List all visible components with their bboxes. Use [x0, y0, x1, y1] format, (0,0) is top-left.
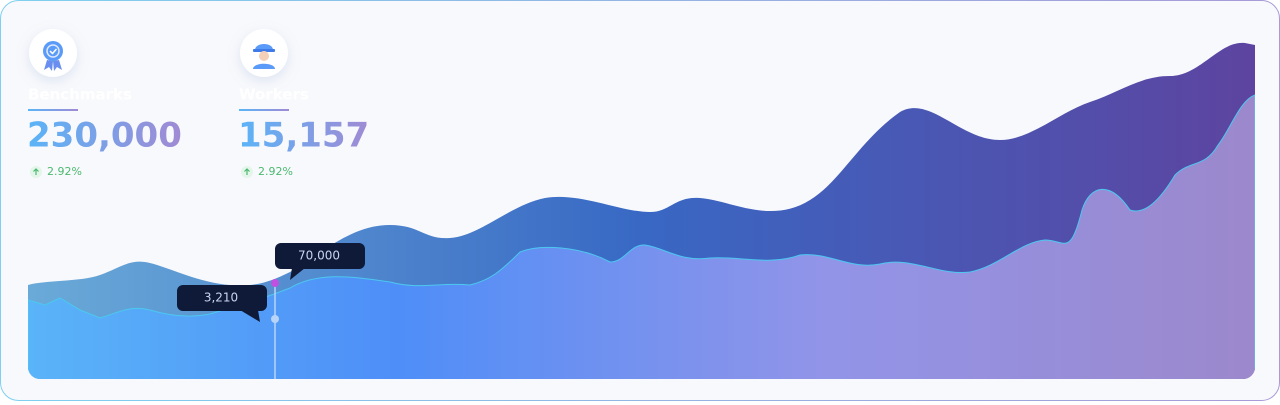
- underline: [28, 109, 78, 111]
- stat-change: 2.92%: [47, 165, 82, 178]
- stat: Workers 15,157 2.92%: [238, 29, 369, 178]
- stat-change: 2.92%: [258, 165, 293, 178]
- hover-dot: [271, 315, 279, 323]
- underline: [239, 109, 289, 111]
- stat: Benchmarks 230,000 2.92%: [27, 29, 182, 178]
- tooltip: 3,210: [177, 285, 267, 322]
- worker-icon: [253, 44, 275, 69]
- stat-label: Workers: [239, 86, 309, 104]
- tooltip-value: 3,210: [204, 291, 238, 305]
- area-chart: [28, 42, 1255, 379]
- tooltip: 70,000: [275, 243, 365, 280]
- hover-dot: [271, 279, 279, 287]
- tooltip-value: 70,000: [298, 249, 340, 263]
- stat-value: 15,157: [238, 116, 369, 156]
- front-area: [28, 94, 1255, 379]
- stat-label: Benchmarks: [28, 86, 132, 104]
- badge-icon: [43, 41, 63, 71]
- stat-value: 230,000: [27, 116, 182, 156]
